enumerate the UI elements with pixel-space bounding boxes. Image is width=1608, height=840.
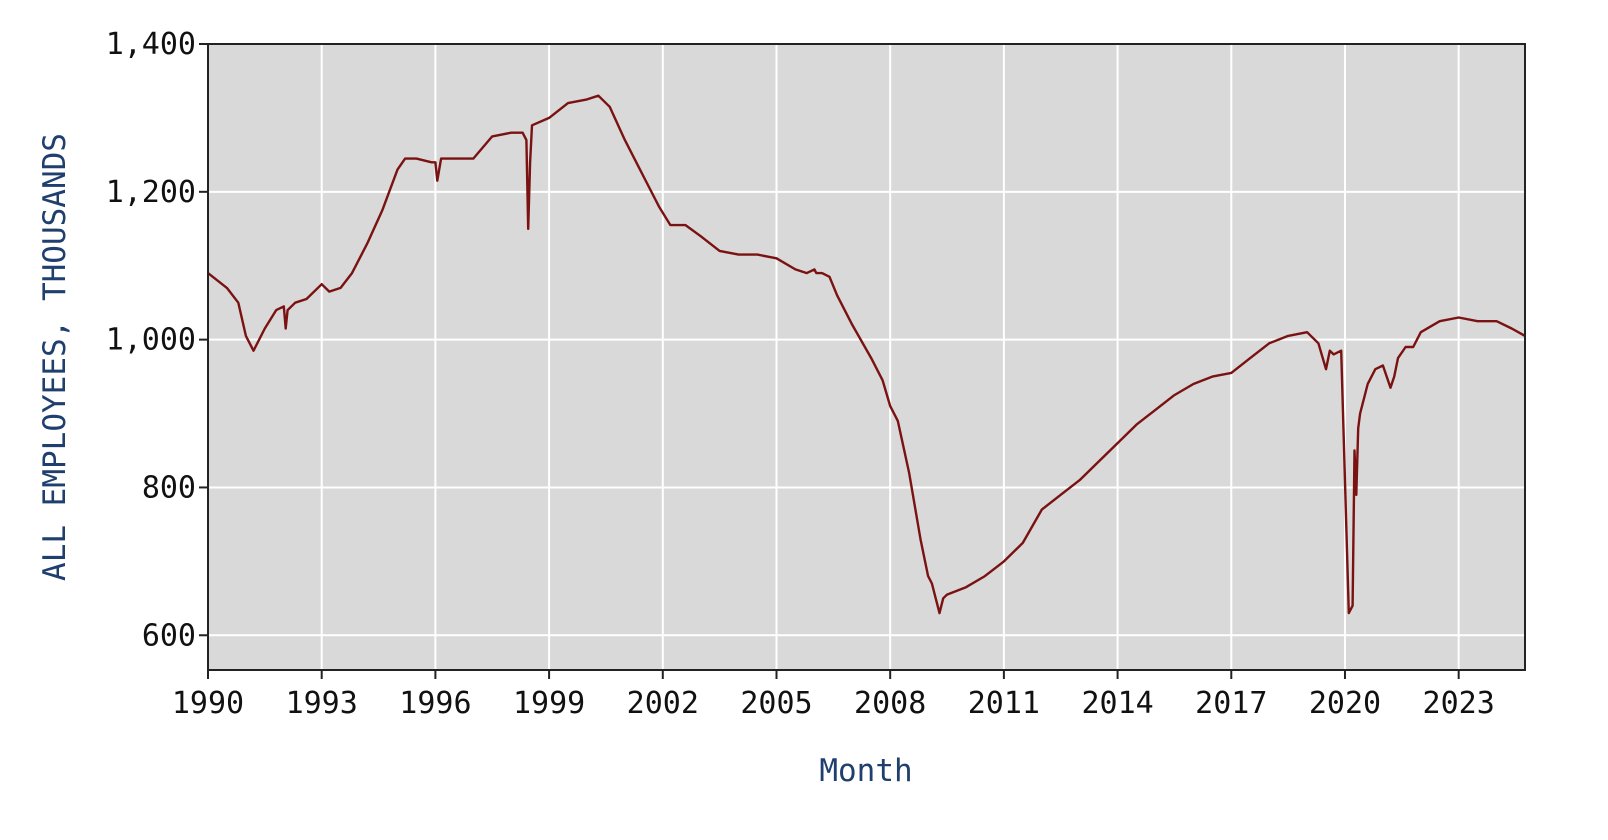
- x-tick-label: 2002: [627, 686, 699, 721]
- y-axis-title: ALL EMPLOYEES, THOUSANDS: [37, 133, 73, 581]
- x-tick-label: 2020: [1309, 686, 1381, 721]
- plot-area: [208, 44, 1525, 670]
- x-tick-label: 1993: [286, 686, 358, 721]
- x-tick-label: 1999: [513, 686, 585, 721]
- vertical-gridlines: [320, 44, 1460, 670]
- x-tick-label: 2023: [1423, 686, 1495, 721]
- plot-frame: [207, 43, 1526, 671]
- series-line: [207, 94, 1526, 615]
- horizontal-gridlines: [208, 190, 1525, 637]
- x-tick-label: 2014: [1081, 686, 1153, 721]
- y-tick-label: 1,000: [106, 323, 196, 358]
- y-tick-label: 1,400: [106, 27, 196, 62]
- x-tick-label: 1990: [172, 686, 244, 721]
- y-tick-label: 1,200: [106, 175, 196, 210]
- x-axis-ticks: 1990 1993 1996 1999 2002 2005 2008 2011 2014 2017…: [172, 670, 1495, 721]
- y-tick-label: 600: [142, 618, 196, 653]
- x-tick-label: 2011: [968, 686, 1040, 721]
- x-axis-title: Month: [819, 753, 912, 789]
- x-tick-label: 2008: [854, 686, 926, 721]
- x-tick-label: 1996: [399, 686, 471, 721]
- x-tick-label: 2005: [740, 686, 812, 721]
- x-tick-label: 2017: [1195, 686, 1267, 721]
- y-axis-ticks: 600 800 1,000 1,200 1,400: [106, 27, 208, 653]
- y-tick-label: 800: [142, 470, 196, 505]
